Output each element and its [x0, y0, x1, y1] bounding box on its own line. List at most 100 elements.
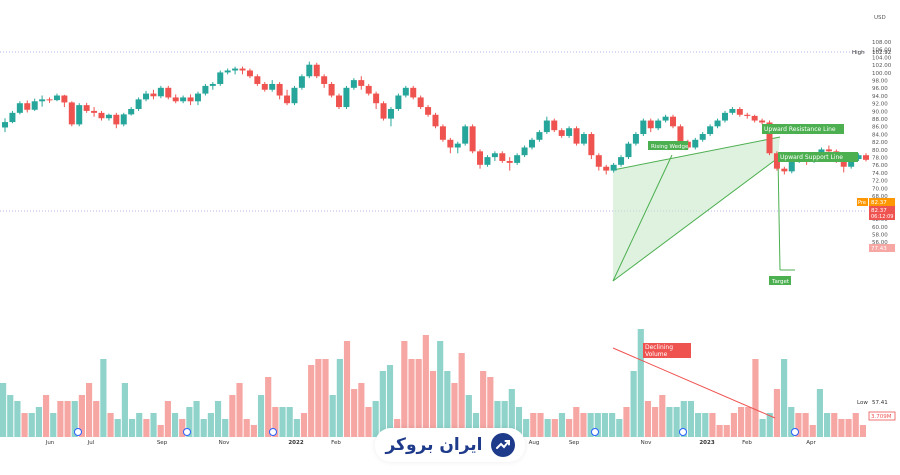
time-tick-label: Jul	[87, 440, 95, 446]
volume-bar	[824, 413, 831, 437]
candle-body	[417, 97, 424, 108]
event-marker	[269, 428, 277, 436]
price-tick-label: 88.00	[872, 117, 888, 123]
pre-price: 82.37	[871, 200, 887, 206]
event-marker	[591, 428, 599, 436]
candle-body	[528, 139, 535, 148]
candle-body	[863, 155, 869, 160]
time-tick-label: Jun	[45, 440, 55, 446]
volume-bar	[695, 413, 702, 437]
price-tick-label: 102.00	[872, 63, 892, 69]
low-label: Low	[857, 400, 868, 406]
volume-bar	[157, 425, 164, 437]
volume-bar	[494, 401, 501, 437]
pre-tag: Pre	[858, 200, 866, 206]
volume-bar	[730, 413, 738, 437]
declining-volume-label-2: Volume	[645, 351, 668, 358]
candle-body	[16, 103, 23, 113]
volume-bar	[100, 359, 107, 437]
candle-body	[670, 116, 677, 127]
volume-bar	[644, 401, 652, 437]
volume-bar	[143, 419, 150, 437]
candle-body	[558, 130, 565, 136]
candle-body	[291, 87, 298, 104]
candle-body	[566, 128, 573, 136]
volume-bar	[458, 353, 465, 437]
candle-body	[343, 87, 350, 108]
volume-bar	[637, 329, 644, 437]
candle-body	[261, 83, 268, 90]
volume-bar	[265, 377, 272, 437]
candle-body	[217, 72, 224, 84]
volume-bar	[816, 389, 824, 437]
volume-bar	[71, 401, 78, 437]
volume-bar	[766, 413, 773, 437]
candle-body	[61, 95, 68, 103]
volume-bar	[809, 425, 816, 437]
price-tick-label: 60.00	[872, 225, 888, 231]
volume-bar	[415, 359, 422, 437]
candle-body	[692, 139, 699, 148]
candle-body	[254, 76, 261, 84]
volume-bar	[716, 425, 723, 437]
candle-body	[506, 160, 513, 163]
volume-bar	[272, 407, 279, 437]
volume-bar	[14, 401, 21, 437]
volume-bar	[343, 341, 351, 437]
volume-bar	[523, 419, 530, 437]
candle-body	[595, 155, 602, 167]
candle-body	[788, 160, 795, 172]
volume-bar	[121, 383, 128, 437]
volume-bar	[702, 413, 709, 437]
candle-body	[766, 122, 773, 154]
candle-body	[640, 120, 647, 135]
wedge-target-line	[777, 157, 781, 271]
candle-body	[395, 95, 402, 109]
volume-bar	[558, 413, 566, 437]
declining-volume-line	[612, 347, 776, 419]
candle-body	[83, 105, 90, 111]
volume-bar	[214, 401, 222, 437]
volume-bar	[207, 413, 214, 437]
candle-body	[380, 103, 387, 119]
volume-bar	[795, 413, 802, 437]
trend-arrow-icon	[490, 433, 515, 457]
candle-body	[699, 134, 706, 140]
price-tick-label: 62.00	[872, 217, 888, 223]
volume-bar	[250, 425, 257, 437]
volume-tag: 77.43	[871, 246, 887, 252]
candle-body	[447, 139, 454, 148]
volume-bar	[279, 407, 286, 437]
candle-body	[321, 76, 328, 84]
candle-body	[298, 76, 305, 88]
volume-bar	[7, 395, 14, 437]
high-value: 102.92	[872, 50, 891, 56]
volume-bar	[386, 365, 394, 437]
candle-body	[848, 159, 855, 167]
volume-bar	[422, 335, 429, 437]
candle-body	[825, 149, 832, 152]
volume-bar	[487, 377, 494, 437]
volume-bar	[666, 407, 673, 437]
volume-bar	[745, 407, 752, 437]
wedge-inner-line	[612, 154, 673, 282]
currency-label: USD	[874, 15, 886, 21]
candle-body	[551, 120, 558, 131]
price-tick-label: 98.00	[872, 79, 888, 85]
target-label-bg	[769, 276, 791, 285]
candle-body	[729, 108, 736, 113]
price-tick-label: 106.00	[872, 48, 892, 54]
volume-bar	[164, 401, 171, 437]
candle-body	[655, 120, 662, 129]
volume-bar	[336, 359, 343, 437]
candle-body	[610, 164, 617, 171]
candle-body	[573, 128, 580, 144]
price-tick-label: 58.00	[872, 233, 888, 239]
volume-bar	[709, 413, 716, 437]
volume-bar	[852, 413, 859, 437]
candle-body	[491, 153, 498, 158]
volume-bar	[329, 395, 336, 437]
pre-tag-bg	[857, 198, 868, 206]
candle-body	[543, 120, 550, 133]
